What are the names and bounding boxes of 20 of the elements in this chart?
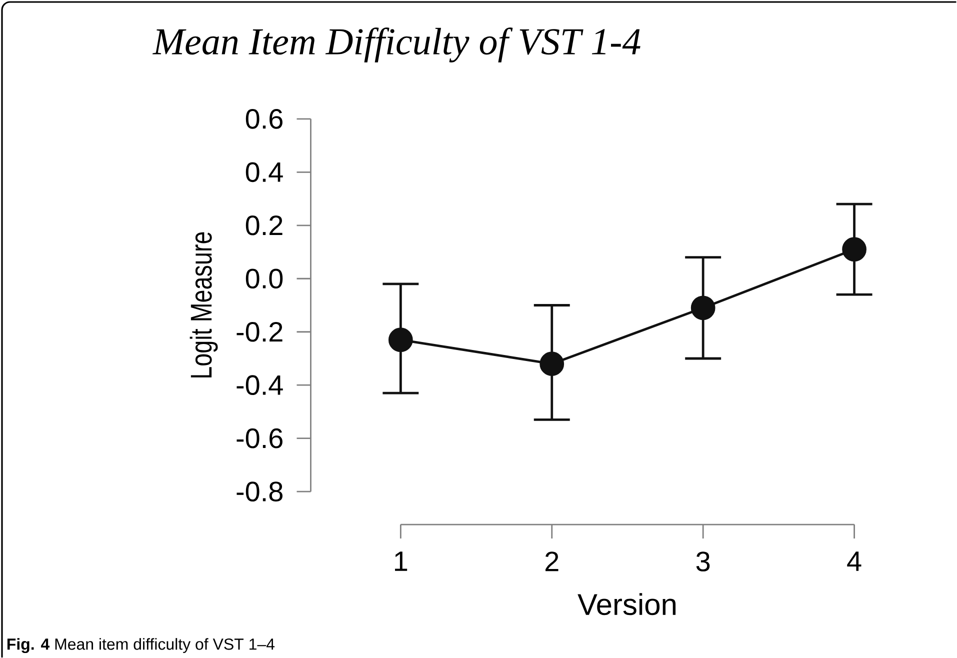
text: Fig. 4 Mean item difficulty of VST 1–4 — [7, 638, 275, 653]
y-tick-label: 0.4 — [246, 162, 283, 182]
y-tick-label: -0.4 — [236, 375, 283, 395]
x-tick-label: 2 — [546, 551, 558, 572]
x-axis-title: Version — [578, 593, 676, 616]
y-tick-label: -0.8 — [236, 482, 282, 502]
point — [388, 328, 413, 352]
point — [540, 351, 564, 376]
x-tick-label: 3 — [696, 551, 710, 572]
x-tick-label: 1 — [395, 551, 408, 571]
y-tick-label: 0.2 — [246, 215, 282, 236]
y-tick-label: 0.0 — [246, 268, 283, 288]
y-tick-label: -0.2 — [236, 322, 282, 342]
point — [690, 296, 716, 320]
y-axis-title: Logit Measure — [190, 232, 218, 378]
point — [842, 237, 866, 262]
y-tick-label: -0.6 — [236, 428, 282, 448]
y-tick-label: 0.6 — [246, 108, 282, 129]
x-tick-label: 4 — [847, 551, 862, 571]
chart-title: Mean Item Difficulty of VST 1-4 — [152, 27, 640, 62]
